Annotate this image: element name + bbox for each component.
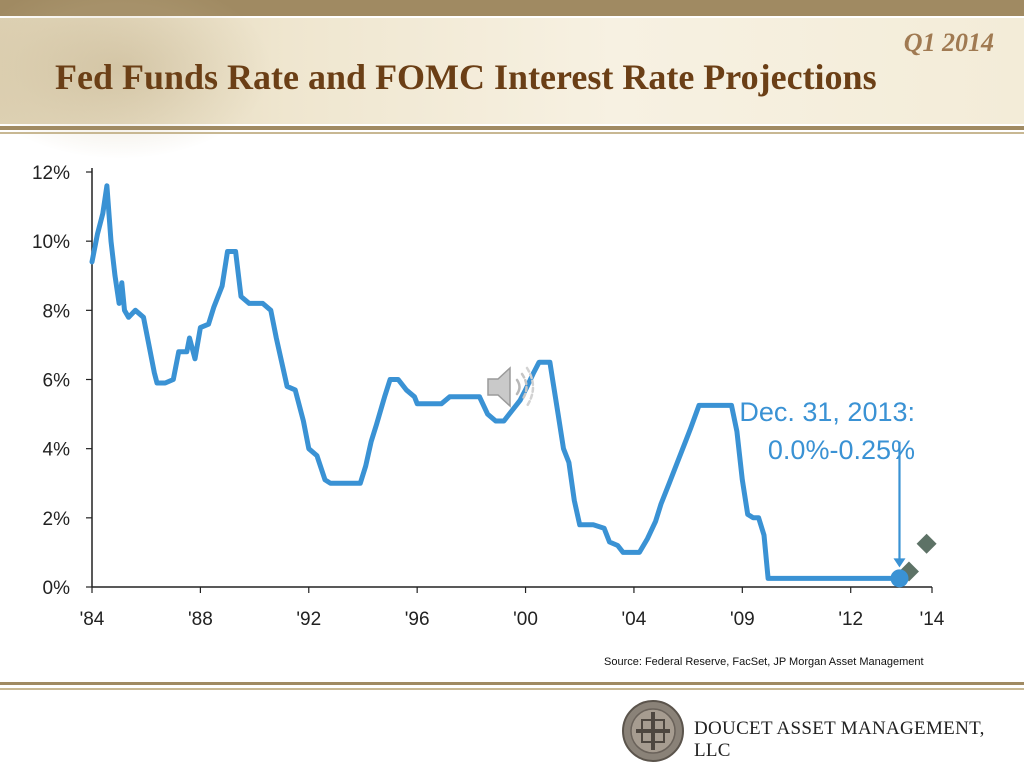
y-tick-label: 10% xyxy=(32,232,70,253)
fed-funds-chart: 0% 2% 4% 6% 8% 10% 12% '84 '88 '92 '96 '00 '04 '09 '12… xyxy=(32,163,945,630)
x-tick-label: '96 xyxy=(405,609,430,630)
x-tick-label: '00 xyxy=(513,609,538,630)
x-tick-label: '12 xyxy=(838,609,863,630)
quarter-label: Q1 2014 xyxy=(903,28,994,57)
footer-rule xyxy=(0,682,1024,685)
current-rate-marker xyxy=(890,569,909,588)
y-tick-label: 6% xyxy=(43,371,71,392)
x-tick-label: '04 xyxy=(622,609,647,630)
company-name: DOUCET ASSET MANAGEMENT, LLC xyxy=(694,718,985,761)
header-watermark xyxy=(0,0,270,158)
x-tick-label: '09 xyxy=(730,609,755,630)
fomc-projection-marker xyxy=(916,533,937,554)
x-tick-label: '88 xyxy=(188,609,213,630)
header-rule-thin xyxy=(0,132,1024,134)
top-band xyxy=(0,0,1024,16)
coin-seal-logo xyxy=(620,698,686,769)
annotation-date: Dec. 31, 2013: xyxy=(739,397,915,427)
header-rule xyxy=(0,126,1024,130)
speaker-icon[interactable] xyxy=(484,362,540,417)
slide-header: Q1 2014 Fed Funds Rate and FOMC Interest… xyxy=(0,0,1024,158)
y-tick-label: 4% xyxy=(43,440,71,461)
source-note: Source: Federal Reserve, FacSet, JP Morg… xyxy=(604,656,924,668)
x-tick-label: '92 xyxy=(296,609,321,630)
annotation-arrow-head xyxy=(893,558,906,568)
y-tick-label: 2% xyxy=(43,509,71,530)
slide-title: Fed Funds Rate and FOMC Interest Rate Pr… xyxy=(55,57,877,97)
x-tick-label: '14 xyxy=(920,609,945,630)
y-tick-label: 8% xyxy=(43,301,71,322)
y-tick-label: 12% xyxy=(32,163,70,184)
annotation-range: 0.0%-0.25% xyxy=(768,435,915,465)
x-tick-label: '84 xyxy=(80,609,105,630)
fed-funds-rate-line xyxy=(89,183,902,581)
y-tick-label: 0% xyxy=(43,578,71,599)
footer-rule-thin xyxy=(0,688,1024,690)
